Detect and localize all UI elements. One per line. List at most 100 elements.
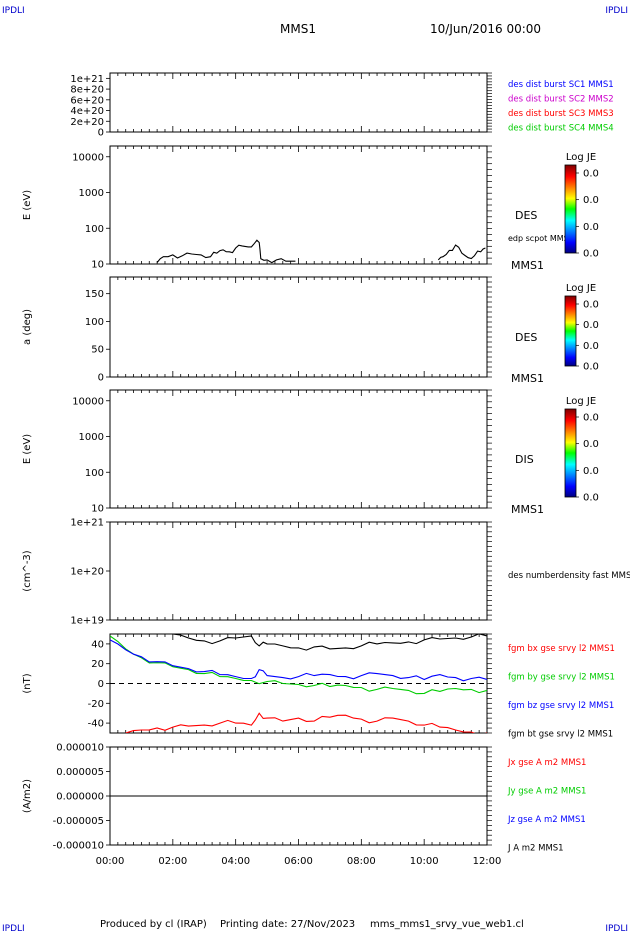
series-line bbox=[156, 239, 296, 264]
y-tick-label: 40 bbox=[91, 639, 104, 650]
y-axis-label: (A/m2) bbox=[22, 779, 33, 813]
y-tick-label: 1e+21 bbox=[70, 74, 104, 85]
footer-filename: mms_mms1_srvy_vue_web1.cl bbox=[370, 919, 524, 930]
x-tick-label: 10:00 bbox=[410, 856, 439, 867]
x-tick-label: 02:00 bbox=[158, 856, 187, 867]
y-tick-label: 1000 bbox=[79, 432, 104, 443]
x-tick-label: 06:00 bbox=[284, 856, 313, 867]
y-axis-label: E (eV) bbox=[22, 190, 33, 220]
panel-instrument-label: DIS bbox=[515, 453, 534, 466]
series-line bbox=[110, 635, 487, 695]
y-tick-label: 0 bbox=[98, 128, 104, 139]
colorbar-tick-label: 0.0 bbox=[583, 466, 599, 477]
legend-label: fgm bx gse srvy l2 MMS1 bbox=[508, 644, 615, 654]
y-tick-label: 0.000000 bbox=[56, 792, 104, 803]
panel-instrument-label: DES bbox=[515, 331, 537, 344]
footer-produced-by: Produced by cl (IRAP) bbox=[100, 919, 207, 930]
panel-frame bbox=[109, 72, 488, 133]
y-tick-label: -40 bbox=[88, 719, 104, 730]
series-line bbox=[125, 712, 487, 733]
spacecraft-title: MMS1 bbox=[280, 22, 316, 36]
panel-spacecraft-label: MMS1 bbox=[511, 503, 544, 516]
y-tick-label: -0.000005 bbox=[53, 816, 104, 827]
y-tick-label: 1e+19 bbox=[70, 616, 104, 627]
y-tick-label: 100 bbox=[85, 317, 104, 328]
y-axis-label: E (eV) bbox=[22, 434, 33, 464]
y-tick-label: 1e+20 bbox=[70, 567, 104, 578]
legend-label: fgm by gse srvy l2 MMS1 bbox=[508, 673, 615, 683]
colorbar-tick-label: 0.0 bbox=[583, 169, 599, 180]
y-axis-label: a (deg) bbox=[22, 309, 33, 345]
colorbar-tick-label: 0.0 bbox=[583, 222, 599, 233]
legend-label: des dist burst SC4 MMS4 bbox=[508, 124, 614, 134]
y-tick-label: 0.000010 bbox=[56, 743, 104, 754]
colorbar-tick-label: 0.0 bbox=[583, 439, 599, 450]
series-line bbox=[172, 634, 487, 651]
colorbar bbox=[564, 408, 577, 498]
y-axis-label: (nT) bbox=[22, 673, 33, 693]
colorbar-tick-label: 0.0 bbox=[583, 249, 599, 260]
colorbar-title: Log JE bbox=[566, 283, 596, 294]
legend-label: des dist burst SC2 MMS2 bbox=[508, 95, 614, 105]
y-tick-label: 50 bbox=[91, 345, 104, 356]
y-tick-label: 10 bbox=[91, 504, 104, 515]
y-tick-label: -0.000010 bbox=[53, 841, 104, 852]
legend-label: J A m2 MMS1 bbox=[507, 844, 564, 854]
y-tick-label: 20 bbox=[91, 659, 104, 670]
panel-spacecraft-label: MMS1 bbox=[511, 259, 544, 272]
panel-frame bbox=[109, 521, 488, 621]
panel-frame bbox=[109, 145, 488, 265]
y-tick-label: 10000 bbox=[72, 152, 104, 163]
y-tick-label: 100 bbox=[85, 468, 104, 479]
x-tick-label: 12:00 bbox=[473, 856, 502, 867]
colorbar bbox=[564, 295, 577, 367]
panel-instrument-label: DES bbox=[515, 209, 537, 222]
y-tick-label: 100 bbox=[85, 224, 104, 235]
y-tick-label: 0.000005 bbox=[56, 767, 104, 778]
colorbar-tick-label: 0.0 bbox=[583, 320, 599, 331]
panel-spacecraft-label: MMS1 bbox=[511, 372, 544, 385]
colorbar-title: Log JE bbox=[566, 396, 596, 407]
y-tick-label: 10000 bbox=[72, 396, 104, 407]
y-tick-label: 10 bbox=[91, 260, 104, 271]
legend-label: Jz gse A m2 MMS1 bbox=[507, 815, 586, 825]
colorbar-tick-label: 0.0 bbox=[583, 341, 599, 352]
y-tick-label: 0 bbox=[98, 679, 104, 690]
x-tick-label: 00:00 bbox=[96, 856, 125, 867]
panel-frame bbox=[109, 276, 488, 378]
x-tick-label: 08:00 bbox=[347, 856, 376, 867]
colorbar-tick-label: 0.0 bbox=[583, 195, 599, 206]
corner-label-top-left: IPDLI bbox=[2, 6, 25, 16]
corner-label-bottom-left: IPDLI bbox=[2, 924, 25, 934]
colorbar-tick-label: 0.0 bbox=[583, 300, 599, 311]
y-tick-label: 1e+21 bbox=[70, 518, 104, 529]
panel-frame bbox=[109, 389, 488, 509]
y-tick-label: 4e+20 bbox=[70, 106, 104, 117]
legend-label: fgm bz gse srvy l2 MMS1 bbox=[508, 701, 614, 711]
legend-label: Jx gse A m2 MMS1 bbox=[507, 758, 586, 768]
legend-label: des dist burst SC3 MMS3 bbox=[508, 109, 614, 119]
colorbar-title: Log JE bbox=[566, 152, 596, 163]
y-tick-label: 8e+20 bbox=[70, 85, 104, 96]
legend-label: des numberdensity fast MMS1 bbox=[508, 571, 630, 581]
x-tick-label: 04:00 bbox=[221, 856, 250, 867]
y-tick-label: 0 bbox=[98, 373, 104, 384]
series-line bbox=[110, 639, 487, 682]
y-tick-label: 1000 bbox=[79, 188, 104, 199]
y-axis-label: (cm^-3) bbox=[22, 550, 33, 591]
panel-overlay-label: edp scpot MMS1 bbox=[508, 234, 574, 243]
y-tick-label: -20 bbox=[88, 699, 104, 710]
colorbar-tick-label: 0.0 bbox=[583, 413, 599, 424]
corner-label-top-right: IPDLI bbox=[605, 6, 628, 16]
legend-label: des dist burst SC1 MMS1 bbox=[508, 80, 614, 90]
date-title: 10/Jun/2016 00:00 bbox=[430, 22, 542, 36]
colorbar-tick-label: 0.0 bbox=[583, 493, 599, 504]
y-tick-label: 2e+20 bbox=[70, 117, 104, 128]
y-tick-label: 150 bbox=[85, 289, 104, 300]
footer-printing-date: Printing date: 27/Nov/2023 bbox=[220, 919, 356, 930]
y-tick-label: 6e+20 bbox=[70, 95, 104, 106]
corner-label-bottom-right: IPDLI bbox=[605, 924, 628, 934]
legend-label: fgm bt gse srvy l2 MMS1 bbox=[508, 730, 613, 740]
series-line bbox=[437, 244, 486, 261]
